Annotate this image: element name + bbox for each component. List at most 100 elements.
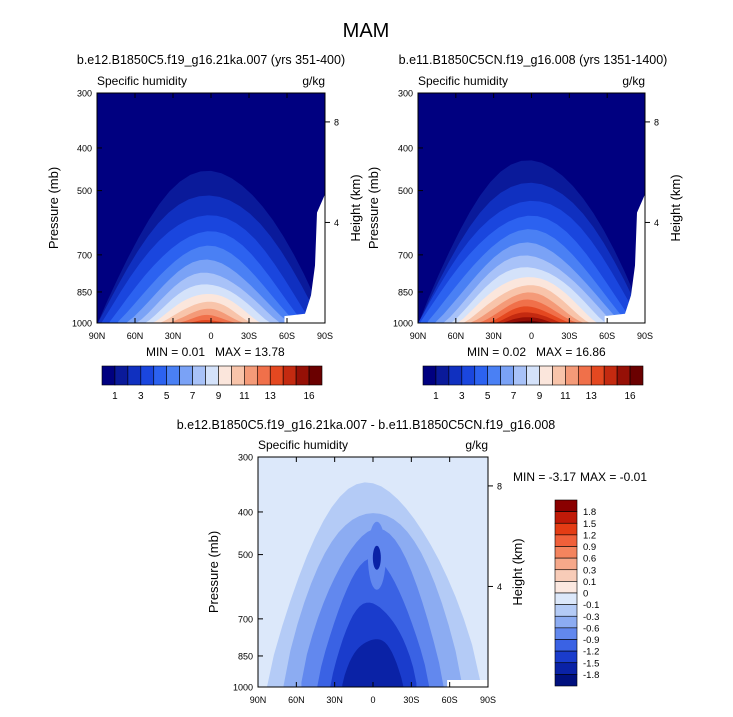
colorbar-1-label: 1 <box>112 391 118 402</box>
colorbar-1-swatch <box>192 365 206 386</box>
colorbar-2-swatch <box>487 365 501 386</box>
panel-2: b.e11.B1850C5CN.f19_g16.008 (yrs 1351-14… <box>366 53 683 402</box>
panel-2-contour-level-15 <box>500 317 556 323</box>
panel-3-height-tick-label: 4 <box>497 582 502 592</box>
colorbar-1-swatch <box>295 365 310 386</box>
panel-1: b.e12.B1850C5.f19_g16.21ka.007 (yrs 351-… <box>46 53 363 402</box>
panel-2-xtick-label: 0 <box>529 331 534 341</box>
colorbar-2-label: 5 <box>485 391 491 402</box>
colorbar-2-swatch <box>539 365 553 386</box>
panel-1-xtick-label: 30N <box>165 331 182 341</box>
colorbar-3-label: 0.9 <box>583 542 596 553</box>
colorbar-3-label: -0.1 <box>583 600 599 611</box>
panel-2-ytick-label: 850 <box>398 287 413 297</box>
panel-1-xtick-label: 60S <box>279 331 295 341</box>
panel-2-ytick-label: 700 <box>398 250 413 260</box>
panel-1-xtick-label: 90S <box>317 331 333 341</box>
colorbar-1-swatch <box>101 365 116 386</box>
panel-3-ytick-label: 400 <box>238 507 253 517</box>
panel-1-contour-level-13 <box>185 320 229 323</box>
colorbar-3-label: 0.6 <box>583 554 596 565</box>
colorbar-2-swatch <box>565 365 579 386</box>
colorbar-2-swatch <box>577 365 592 386</box>
colorbar-3-swatch <box>554 557 578 571</box>
colorbar-2-swatch <box>552 365 566 386</box>
panel-2-contour-level-16 <box>507 320 548 323</box>
panel-2-xtick-label: 30N <box>485 331 502 341</box>
colorbar-2-swatch <box>422 365 437 386</box>
panel-2-left-label: Specific humidity <box>418 74 508 88</box>
panel-2-xtick-label: 90S <box>637 331 653 341</box>
colorbar-2-swatch <box>461 365 476 386</box>
colorbar-3-swatch <box>554 581 578 594</box>
colorbar-2-label: 1 <box>433 391 439 402</box>
panel-2-height-tick-label: 4 <box>654 218 659 228</box>
colorbar-3-label: -1.5 <box>583 658 599 669</box>
panel-3-right-label: g/kg <box>465 438 488 452</box>
panel-1-contour-level-12 <box>177 314 238 323</box>
panel-3-ytick-label: 850 <box>238 651 253 661</box>
colorbar-3-label: -0.9 <box>583 635 599 646</box>
colorbar-3-label: -1.2 <box>583 647 599 658</box>
panel-2-plot-area <box>418 93 645 323</box>
colorbar-3-label: 1.2 <box>583 530 596 541</box>
panel-2-xtick-label: 60S <box>599 331 615 341</box>
panel-3-core-inner <box>372 545 381 570</box>
colorbar-1-swatch <box>153 365 168 386</box>
panel-3-height-tick-label: 8 <box>497 481 502 491</box>
colorbar-3-swatch <box>554 511 578 524</box>
colorbar-3-swatch <box>554 662 578 675</box>
colorbar-1-swatch <box>140 365 155 386</box>
panel-1-ytick-label: 400 <box>77 143 92 153</box>
colorbar-1-label: 3 <box>138 391 144 402</box>
panel-2-ylabel-right: Height (km) <box>668 174 683 241</box>
panel-3-min-text: MIN = -3.17 <box>513 470 576 484</box>
panel-1-plot-area <box>97 93 325 323</box>
colorbar-3-label: 1.5 <box>583 519 596 530</box>
colorbar-3-swatch <box>554 499 578 512</box>
colorbar-3-swatch <box>554 627 578 640</box>
panel-2-xtick-label: 60N <box>448 331 465 341</box>
colorbar-3-swatch <box>554 615 578 629</box>
colorbar-2-label: 9 <box>537 391 543 402</box>
panel-2-xtick-label: 90N <box>410 331 427 341</box>
colorbar-2-swatch <box>616 365 631 386</box>
panel-3-left-label: Specific humidity <box>258 438 348 452</box>
panel-3-title: b.e12.B1850C5.f19_g16.21ka.007 - b.e11.B… <box>177 418 556 432</box>
panel-1-right-label: g/kg <box>302 74 325 88</box>
panel-3: b.e12.B1850C5.f19_g16.21ka.007 - b.e11.B… <box>177 418 648 705</box>
colorbar-1-swatch <box>205 365 219 386</box>
colorbar-3-label: 0 <box>583 589 588 600</box>
panel-3-xtick-label: 60S <box>442 695 458 705</box>
panel-3-missing-data <box>447 680 488 687</box>
colorbar-1-swatch <box>166 365 180 386</box>
panel-1-ytick-label: 850 <box>77 287 92 297</box>
colorbar-1-label: 7 <box>190 391 196 402</box>
panel-3-xtick-label: 60N <box>288 695 305 705</box>
panel-3-ylabel: Pressure (mb) <box>206 531 221 613</box>
colorbar-1-swatch <box>114 365 129 386</box>
panel-2-max-text: MAX = 16.86 <box>536 345 606 359</box>
colorbar-3-swatch <box>554 650 578 664</box>
colorbar-3-swatch <box>554 604 578 617</box>
panel-1-xtick-label: 90N <box>89 331 106 341</box>
panel-3-ytick-label: 300 <box>238 453 253 463</box>
colorbar-3-swatch <box>554 639 578 652</box>
colorbar-2-swatch <box>603 365 618 386</box>
panel-1-ytick-label: 1000 <box>72 319 92 329</box>
colorbar-2-swatch <box>435 365 450 386</box>
colorbar-3-swatch <box>554 522 578 536</box>
colorbar-3-swatch <box>554 674 578 687</box>
panel-1-height-tick-label: 4 <box>334 218 339 228</box>
colorbar-3-swatch <box>554 592 578 605</box>
panel-2-title: b.e11.B1850C5CN.f19_g16.008 (yrs 1351-14… <box>399 53 668 67</box>
panel-1-height-tick-label: 8 <box>334 117 339 127</box>
colorbar-3-swatch <box>554 534 578 547</box>
panel-2-xtick-label: 30S <box>561 331 577 341</box>
colorbar-1-label: 5 <box>164 391 170 402</box>
colorbar-2-swatch <box>590 365 605 386</box>
panel-2-ytick-label: 500 <box>398 186 413 196</box>
panel-3-ylabel-right: Height (km) <box>510 538 525 605</box>
colorbar-1-label: 11 <box>239 391 250 402</box>
colorbar-2-swatch <box>513 365 527 386</box>
